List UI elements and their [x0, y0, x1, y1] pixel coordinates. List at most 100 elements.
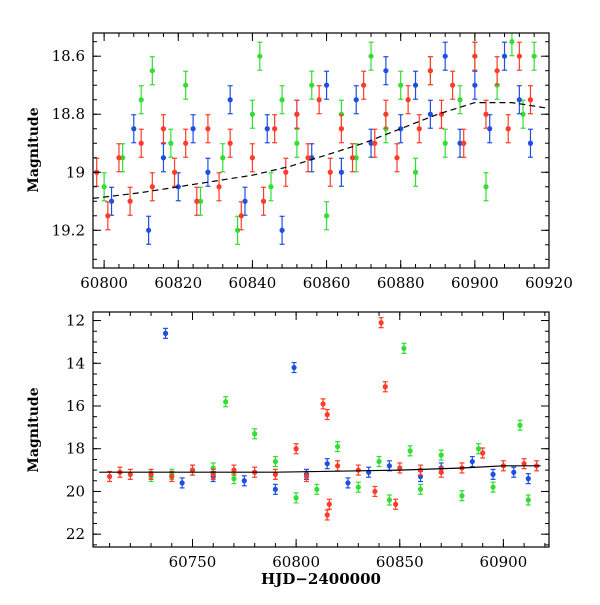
bottom-series-2-point-22: [397, 462, 403, 474]
top-series-2-point-13: [238, 201, 244, 231]
top-series-2-point-27: [394, 143, 400, 173]
bottom-series-1-point-16: [490, 481, 496, 493]
bottom-y-tick-label-2: 16: [66, 397, 85, 415]
top-y-tick-label-0: 18.6: [52, 47, 85, 65]
top-series-2-point-28: [405, 85, 411, 115]
bottom-series-0-point-1: [291, 361, 297, 374]
top-y-tick-label-2: 19: [66, 163, 85, 181]
top-x-tick-label-0: 60800: [80, 274, 128, 292]
bottom-series-0-point-4: [241, 475, 247, 487]
top-panel: 60800 60820 60840 60860 60880 60900 60920 18.6 1…: [26, 32, 573, 292]
top-series-0-point-1: [120, 143, 126, 173]
top-x-tick-label-5: 60900: [451, 274, 499, 292]
bottom-series-2-point-6: [372, 485, 378, 498]
top-series-2-point-37: [505, 114, 511, 144]
bottom-series-2-point-4: [326, 498, 332, 510]
top-series-0-point-0: [101, 172, 107, 202]
top-series-2-point-30: [427, 56, 433, 86]
bottom-data-marks: [99, 317, 541, 521]
bottom-series-1-point-2: [517, 419, 523, 431]
top-series-0-point-15: [323, 201, 330, 231]
top-x-tick-label-2: 60840: [229, 274, 277, 292]
bottom-series-1-point-1: [401, 342, 407, 354]
top-series-2-point-36: [494, 56, 500, 86]
bottom-y-tick-label-1: 14: [66, 354, 85, 372]
bottom-series-2-point-28: [521, 458, 527, 470]
bottom-y-tick-label-4: 20: [66, 482, 85, 500]
top-x-tick-label-1: 60820: [154, 274, 202, 292]
top-series-1-point-1: [131, 114, 137, 144]
top-series-2-point-33: [461, 128, 467, 158]
top-series-1-point-9: [264, 114, 270, 144]
top-series-2-point-18: [294, 99, 300, 129]
bottom-y-tick-label-3: 18: [66, 440, 85, 458]
top-series-1-point-23: [472, 70, 478, 100]
top-series-2-point-19: [305, 143, 311, 173]
bottom-series-2-point-11: [148, 468, 154, 480]
top-series-2-point-25: [372, 128, 378, 158]
bottom-series-2-point-13: [189, 464, 196, 476]
bottom-panel: 60750 60800 60850 60900 12 14 16 18 20 22 Magnitu…: [26, 311, 550, 588]
bottom-series-0-point-8: [345, 477, 351, 489]
top-series-2-point-31: [438, 99, 445, 129]
top-series-2-point-34: [472, 41, 478, 71]
bottom-series-1-point-4: [272, 455, 278, 468]
top-series-2-point-26: [383, 99, 389, 129]
top-series-2-point-17: [283, 157, 289, 187]
top-plot-frame: [92, 32, 550, 269]
top-series-0-point-9: [249, 99, 256, 129]
top-series-0-point-12: [279, 85, 285, 115]
top-series-1-point-27: [527, 128, 534, 158]
bottom-series-1-point-11: [407, 445, 413, 457]
bottom-plot-frame: [92, 311, 550, 548]
bottom-series-2-point-10: [127, 468, 133, 480]
top-series-2-point-29: [416, 114, 422, 144]
top-series-2-point-4: [138, 128, 144, 158]
top-series-0-point-5: [183, 70, 189, 100]
bottom-series-1-point-8: [355, 481, 361, 493]
top-series-0-point-7: [220, 143, 226, 173]
top-y-axis-label: Magnitude: [26, 107, 42, 192]
bottom-series-1-point-13: [438, 449, 444, 461]
top-series-0-point-23: [442, 128, 448, 158]
bottom-series-2-point-1: [382, 381, 388, 393]
bottom-series-1-point-0: [223, 396, 229, 408]
top-x-tick-label-3: 60860: [303, 274, 351, 292]
bottom-model-curve: [99, 465, 541, 473]
top-series-2-point-1: [105, 201, 111, 231]
top-series-2-point-21: [327, 157, 333, 187]
bottom-series-2-point-21: [355, 464, 361, 476]
bottom-series-1-point-6: [314, 483, 320, 495]
top-series-2-point-38: [516, 41, 522, 71]
top-x-tick-label-6: 60920: [525, 274, 573, 292]
top-series-2-point-32: [450, 70, 456, 100]
bottom-series-0-point-15: [511, 466, 517, 478]
top-series-0-point-20: [398, 70, 404, 100]
top-series-1-point-5: [190, 114, 196, 144]
top-series-0-point-2: [138, 85, 144, 115]
top-series-2-point-12: [227, 128, 233, 158]
bottom-series-1-point-15: [475, 443, 482, 455]
top-series-2-point-14: [249, 143, 256, 173]
top-series-2-point-8: [183, 128, 189, 158]
bottom-x-tick-label-1: 60800: [272, 553, 320, 571]
top-series-2-point-20: [316, 85, 322, 115]
top-series-2-point-35: [483, 99, 489, 129]
top-series-0-point-14: [309, 70, 315, 100]
top-series-1-point-6: [205, 157, 211, 187]
top-series-1-point-19: [412, 70, 419, 100]
top-series-2-point-5: [149, 172, 155, 202]
top-series-2-point-23: [349, 143, 356, 173]
bottom-series-2-point-12: [169, 470, 175, 483]
top-series-1-point-13: [323, 70, 330, 100]
bottom-series-0-point-14: [490, 468, 496, 480]
bottom-y-tick-label-5: 22: [66, 525, 85, 543]
top-series-0-point-8: [234, 215, 241, 245]
top-series-2-point-39: [527, 85, 534, 115]
top-series-0-point-11: [268, 172, 274, 202]
bottom-series-1-point-5: [293, 492, 299, 504]
top-y-tick-label-3: 19.2: [52, 221, 85, 239]
top-series-0-point-26: [483, 172, 489, 202]
bottom-series-0-point-16: [525, 473, 531, 485]
